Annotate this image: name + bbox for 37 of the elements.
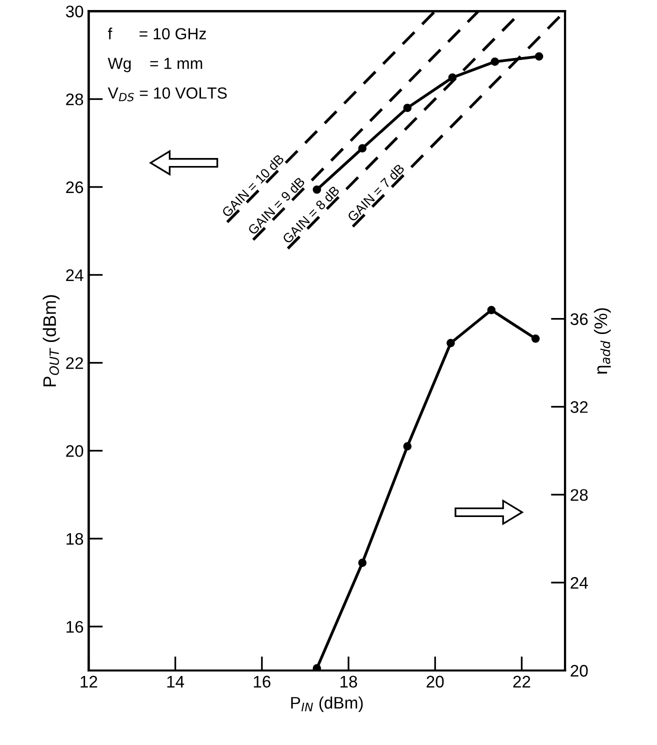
point [446, 338, 455, 348]
y-tick-label: 24 [66, 269, 84, 281]
y2-axis-title: η$_{add}$ (%) [594, 308, 611, 374]
y-tick-label: 30 [66, 6, 84, 18]
point [487, 306, 496, 314]
y-axis-title: P$_{OUT}$ (dBm) [42, 295, 60, 386]
y-tick-label: 18 [66, 533, 84, 545]
y-tick-label: 26 [66, 181, 84, 194]
point [403, 442, 412, 450]
point [448, 73, 457, 82]
x-tick-label: 12 [80, 676, 98, 688]
point [312, 185, 322, 194]
point [534, 52, 544, 61]
point [403, 104, 412, 112]
x-axis-title: P$_{IN}$ (dBm) [291, 696, 363, 712]
x-tick-label: 14 [167, 676, 184, 688]
point [312, 664, 322, 670]
annotation: Wg = 1 mm [108, 58, 202, 72]
point [358, 558, 367, 567]
x-tick-label: 16 [254, 676, 270, 688]
point [531, 334, 540, 343]
y2-tick-label: 36 [570, 313, 588, 326]
x-tick-label: 20 [426, 676, 444, 688]
y-tick-label: 16 [66, 620, 84, 633]
y-tick-label: 22 [66, 357, 83, 369]
y2-tick-label: 24 [570, 576, 588, 589]
point [358, 144, 367, 152]
y-tick-label: 20 [66, 445, 84, 457]
y2-tick-label: 32 [570, 401, 588, 413]
point [490, 58, 500, 66]
annotation: V$_{DS}$ = 10 VOLTS [108, 87, 227, 102]
x-tick-label: 18 [340, 676, 358, 688]
y2-tick-label: 28 [570, 489, 588, 501]
annotation: f = 10 GHz [108, 28, 206, 40]
x-tick-label: 22 [513, 676, 530, 688]
y-tick-label: 28 [66, 93, 84, 106]
y2-tick-label: 20 [570, 664, 588, 677]
